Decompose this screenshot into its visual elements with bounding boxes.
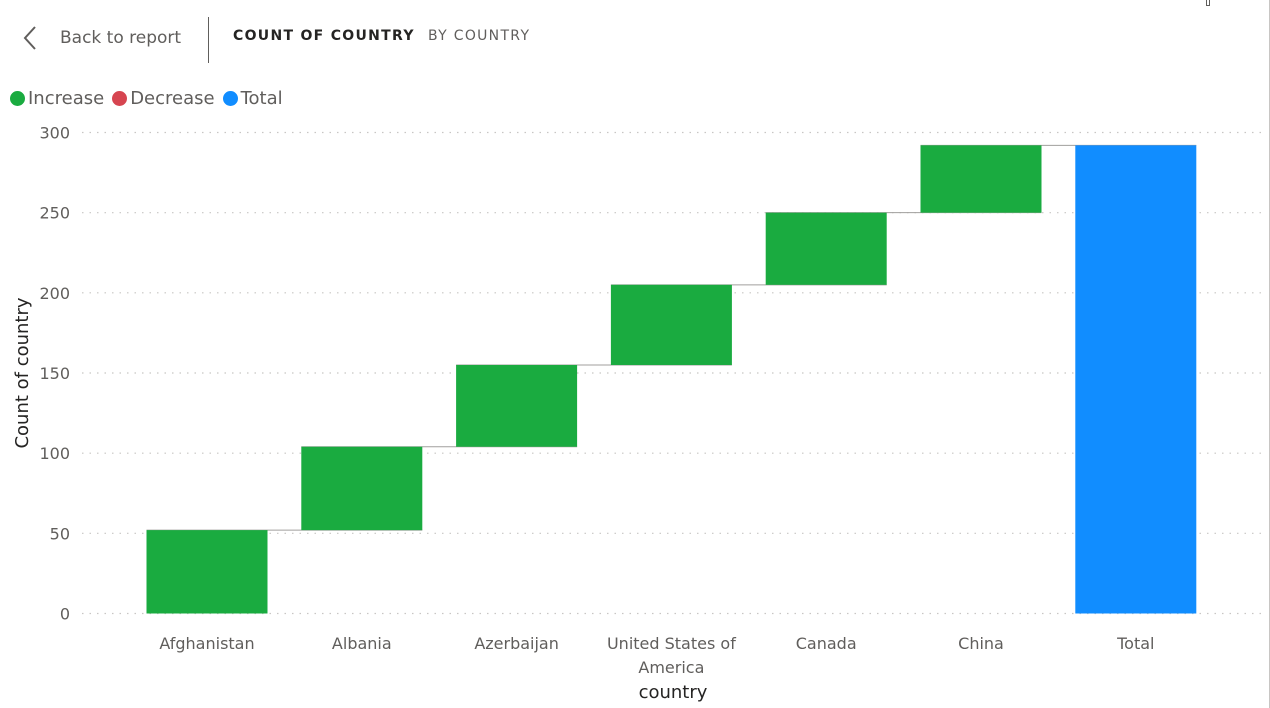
y-tick-label: 200	[39, 284, 70, 303]
bar-albania[interactable]	[301, 446, 423, 531]
y-tick-label: 250	[39, 204, 70, 223]
chart-legend: Increase Decrease Total	[10, 86, 291, 110]
y-tick-label: 150	[39, 364, 70, 383]
legend-label: Total	[240, 87, 283, 109]
bar-canada[interactable]	[765, 212, 887, 285]
y-tick-label: 50	[50, 524, 70, 543]
focus-mode-marker	[1206, 0, 1210, 6]
x-tick-label: Afghanistan	[159, 634, 254, 653]
legend-item-total[interactable]: Total	[222, 87, 283, 109]
x-tick-label: Azerbaijan	[474, 634, 559, 653]
legend-dot-icon	[10, 90, 25, 106]
bar-total[interactable]	[1075, 145, 1197, 614]
tab-by-country[interactable]: BY COUNTRY	[428, 28, 531, 44]
legend-item-increase[interactable]: Increase	[10, 88, 104, 109]
chevron-left-icon	[23, 26, 36, 50]
y-axis-ticks: 0 50 100 150 200 250 300	[39, 124, 70, 624]
legend-item-decrease[interactable]: Decrease	[112, 87, 215, 109]
bar-united-states-of-america[interactable]	[610, 284, 732, 365]
x-axis-title: country	[639, 682, 708, 703]
y-tick-label: 300	[39, 124, 70, 143]
legend-dot-icon	[222, 90, 238, 106]
x-tick-label: Albania	[332, 634, 392, 653]
bar-china[interactable]	[920, 145, 1042, 213]
bars	[146, 145, 1197, 614]
back-to-report-button[interactable]: Back to report	[22, 20, 181, 56]
bar-azerbaijan[interactable]	[456, 364, 578, 447]
legend-label: Decrease	[130, 87, 215, 109]
x-tick-label: China	[958, 634, 1004, 653]
visual-header: Back to report COUNT OF COUNTRY BY COUNT…	[0, 0, 1269, 76]
y-axis-title: Count of country	[12, 297, 33, 448]
header-divider	[208, 17, 209, 63]
x-tick-label: United States of America	[607, 634, 736, 677]
gridlines	[82, 131, 1262, 615]
y-tick-label: 100	[39, 444, 70, 463]
tab-count-of-country[interactable]: COUNT OF COUNTRY	[233, 28, 415, 44]
x-axis-ticks: Afghanistan Albania Azerbaijan United State…	[159, 634, 1154, 677]
back-to-report-label: Back to report	[60, 28, 182, 48]
bar-afghanistan[interactable]	[146, 530, 268, 614]
legend-label: Increase	[28, 87, 105, 109]
x-tick-label: Canada	[796, 634, 857, 653]
x-tick-label: Total	[1116, 634, 1154, 653]
legend-dot-icon	[112, 90, 128, 106]
y-tick-label: 0	[60, 605, 70, 624]
